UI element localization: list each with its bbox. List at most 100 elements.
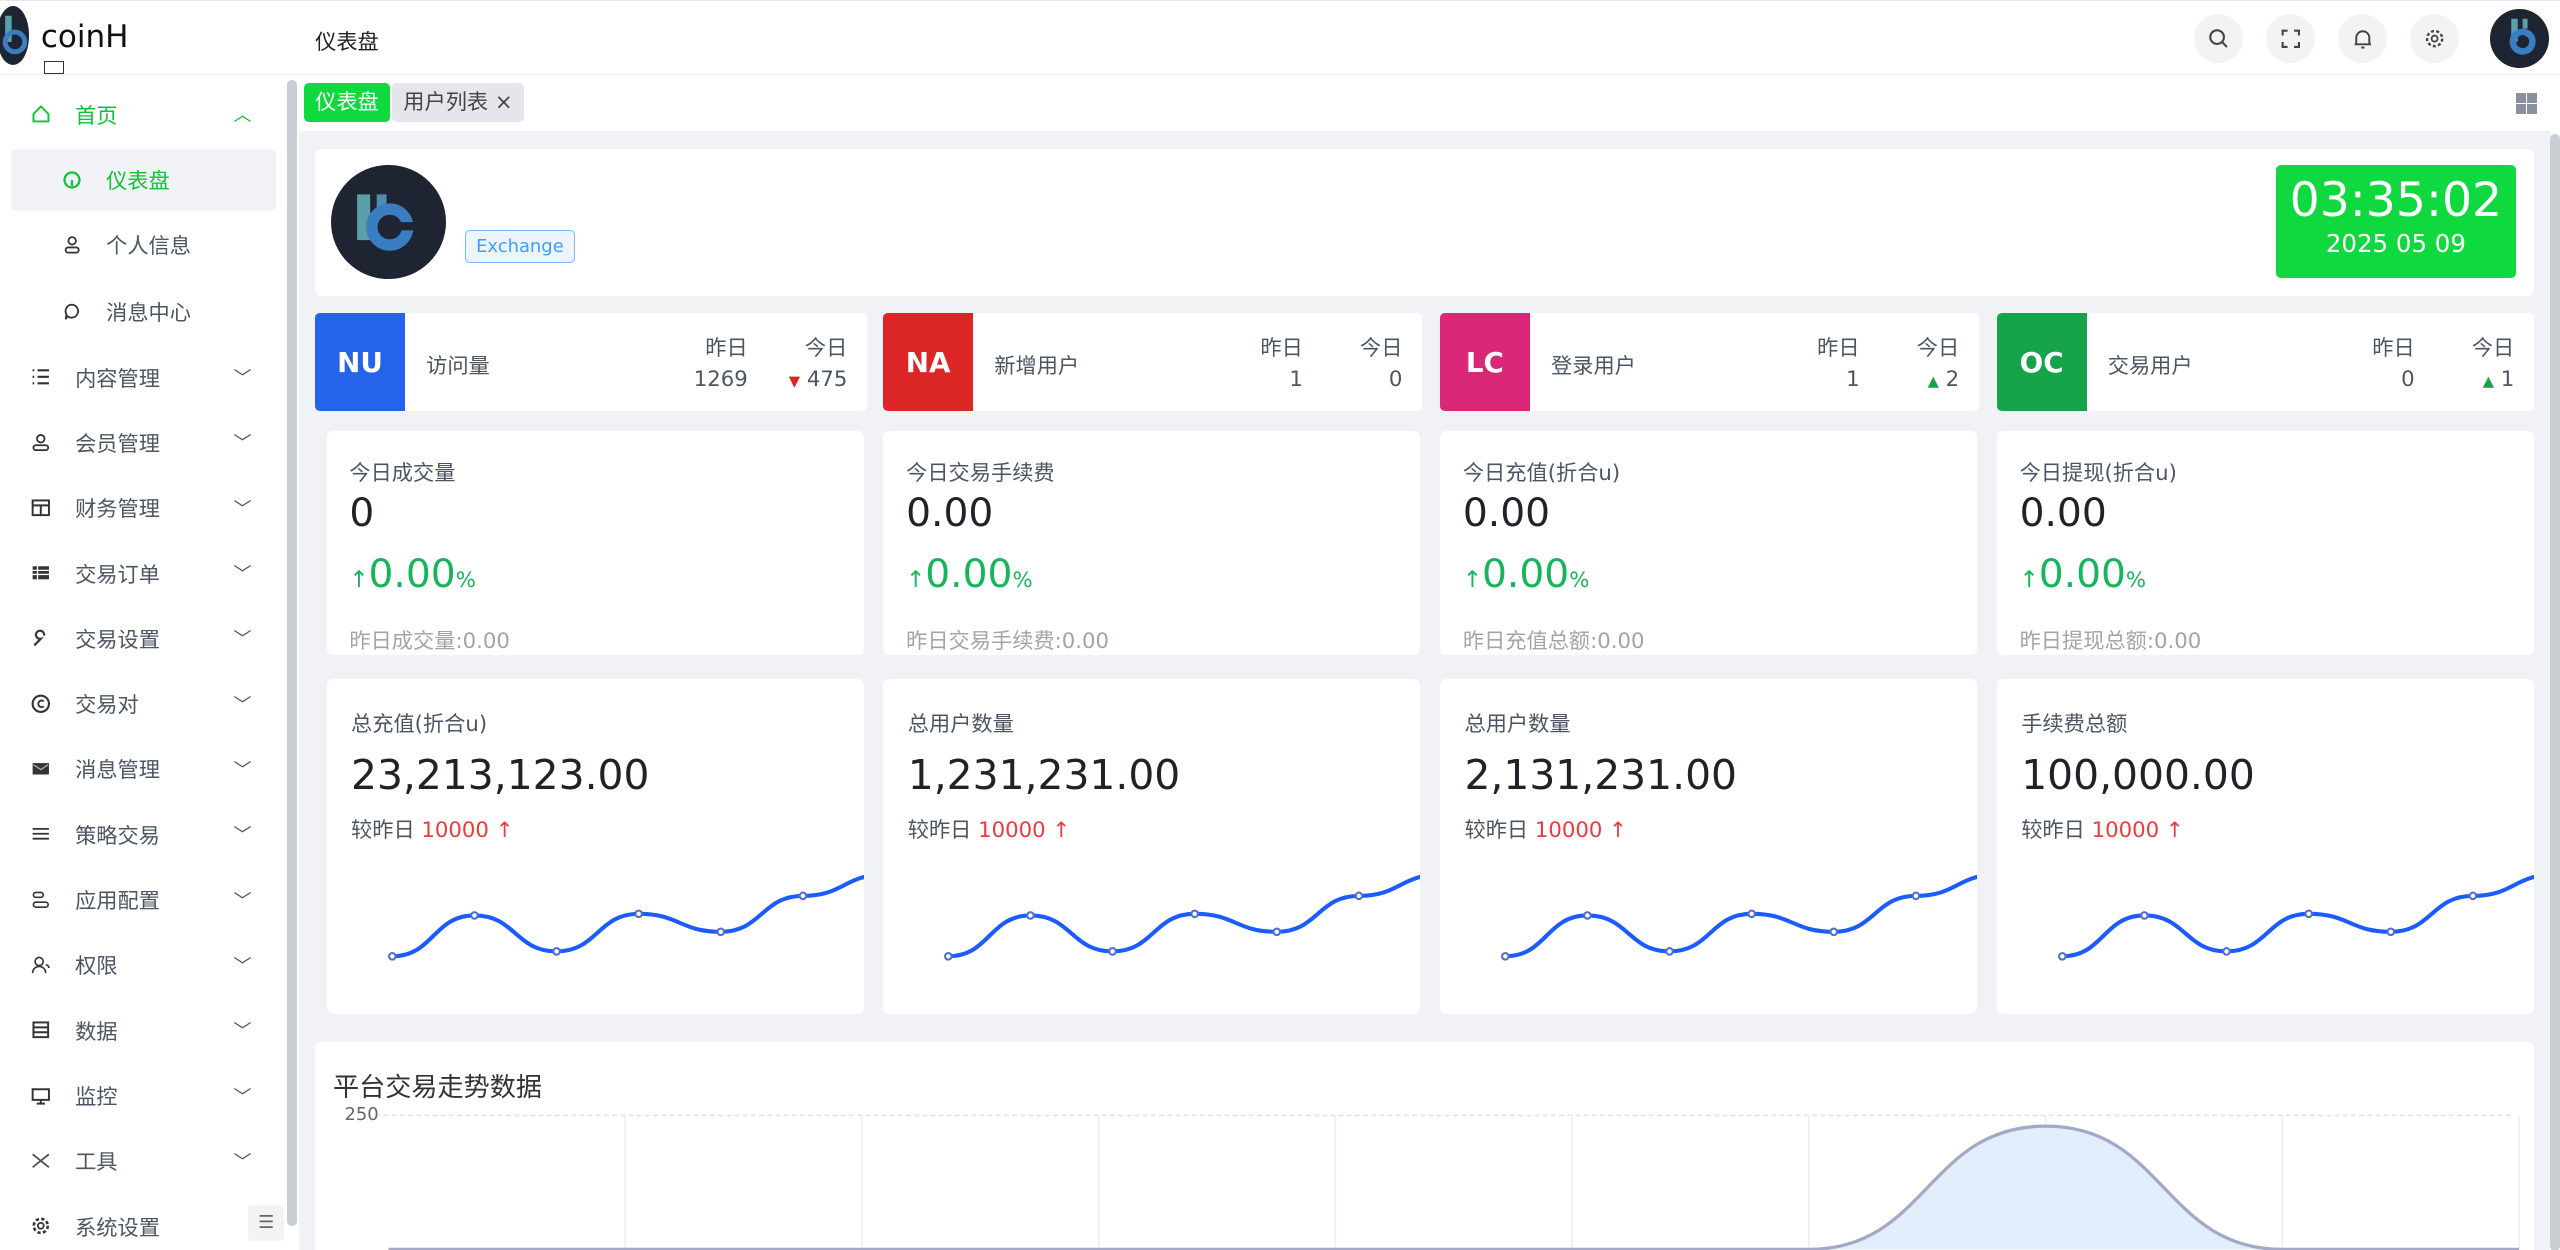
users-icon: [29, 953, 52, 976]
sparkline-point: [1272, 927, 1282, 937]
sidebar-item[interactable]: 监控 ﹀: [0, 1071, 278, 1120]
close-icon[interactable]: ×: [494, 90, 513, 116]
sparkline-point: [1108, 947, 1118, 957]
sparkline-point: [633, 909, 643, 919]
total-compare: 较昨日 10000 ↑: [1464, 813, 1626, 844]
sidebar-item-label: 个人信息: [106, 234, 191, 260]
sidebar-item[interactable]: 工具 ﹀: [0, 1136, 278, 1185]
stat-card: NA 新增用户 昨日 1 今日 0: [883, 313, 1423, 412]
total-value: 2,131,231.00: [1464, 751, 1737, 799]
grid-menu-icon[interactable]: [2515, 93, 2538, 115]
list-icon: [29, 366, 52, 389]
database-icon: [29, 1019, 52, 1042]
chevron-down-icon: ﹀: [233, 955, 252, 977]
sidebar-item-label: 仪表盘: [106, 169, 170, 195]
sidebar-item[interactable]: 交易对 ﹀: [0, 679, 278, 728]
sidebar-item-profile[interactable]: 个人信息: [0, 216, 278, 275]
sidebar-item-label: 工具: [75, 1150, 118, 1176]
sidebar-item-messages[interactable]: 消息中心: [0, 282, 278, 341]
notifications-button[interactable]: [2337, 14, 2387, 64]
sidebar-item[interactable]: 消息管理 ﹀: [0, 744, 278, 793]
sidebar-item[interactable]: 交易订单 ﹀: [0, 549, 278, 598]
today-label: 今日: [1916, 336, 1960, 362]
user-avatar[interactable]: [2489, 9, 2549, 68]
sparkline-point: [2304, 909, 2313, 919]
sidebar-item[interactable]: 财务管理 ﹀: [0, 483, 278, 532]
sparkline: [1500, 875, 1978, 962]
tools-icon: [29, 1149, 52, 1172]
stat-card: NU 访问量 昨日 1269 今日 ▼ 475: [315, 313, 867, 412]
chevron-down-icon: ﹀: [233, 1086, 252, 1108]
sparkline-point: [2386, 927, 2395, 937]
total-card: 总充值(折合u) 23,213,123.00 较昨日 10000 ↑: [326, 679, 864, 1014]
total-compare: 较昨日 10000 ↑: [908, 813, 1070, 844]
sparkline-point: [715, 927, 725, 937]
sparkline-point: [469, 911, 479, 921]
up-triangle-icon: ▲: [1927, 373, 1939, 391]
sidebar-item[interactable]: 会员管理 ﹀: [0, 418, 278, 467]
chart-title: 平台交易走势数据: [333, 1073, 542, 1104]
sidebar-item[interactable]: 数据 ﹀: [0, 1006, 278, 1055]
collapse-sidebar-button[interactable]: ☰: [248, 1204, 285, 1241]
sparkline: [2057, 875, 2534, 962]
sidebar-item-dashboard[interactable]: 仪表盘: [11, 148, 276, 211]
chevron-down-icon: ﹀: [233, 759, 252, 781]
main-scrollbar[interactable]: [2550, 133, 2560, 1250]
sidebar-item[interactable]: 交易设置 ﹀: [0, 614, 278, 663]
total-card: 手续费总额 100,000.00 较昨日 10000 ↑: [1996, 679, 2534, 1014]
chevron-down-icon: ﹀: [233, 498, 252, 520]
percent-unit: %: [1569, 567, 1590, 593]
home-icon: [29, 103, 52, 126]
stat-card: OC 交易用户 昨日 0 今日 ▲ 1: [1996, 313, 2534, 412]
sidebar-item-label: 会员管理: [75, 431, 160, 457]
sidebar-item-label: 消息中心: [106, 301, 191, 327]
fullscreen-button[interactable]: [2266, 14, 2316, 64]
chevron-down-icon: ﹀: [233, 1151, 252, 1173]
sidebar-item-home[interactable]: 首页 ︿: [0, 85, 278, 144]
chevron-down-icon: ﹀: [233, 1021, 252, 1043]
kpi-percent-value: 0.00: [2038, 551, 2126, 597]
tab-user-list[interactable]: 用户列表 ×: [391, 83, 525, 123]
message-icon: [60, 300, 83, 323]
sidebar-item[interactable]: 内容管理 ﹀: [0, 353, 278, 402]
compare-label: 较昨日: [2021, 818, 2085, 844]
sidebar-item[interactable]: 系统设置: [0, 1202, 278, 1250]
tab-label: 用户列表: [403, 90, 489, 116]
sparkline-point: [1500, 952, 1510, 962]
sidebar-scrollbar[interactable]: [287, 79, 298, 1227]
search-button[interactable]: [2194, 14, 2244, 64]
chevron-down-icon: ﹀: [233, 564, 252, 586]
chevron-down-icon: ﹀: [233, 694, 252, 716]
exchange-logo: [331, 164, 446, 280]
settings-button[interactable]: [2409, 14, 2459, 64]
sidebar-item-label: 策略交易: [75, 823, 160, 849]
arrow-up-icon: ↑: [2019, 566, 2039, 593]
sidebar: 首页 ︿ 仪表盘 个人信息 消息中心 内容管理 ﹀ 会员管理 ﹀ 财务管理 ﹀ …: [0, 76, 286, 1250]
arrow-up-icon: ↑: [349, 566, 369, 593]
stat-today: 今日 ▲ 2: [1917, 333, 1959, 397]
stat-yesterday: 昨日 0: [2372, 333, 2414, 395]
sparkline-line: [2061, 875, 2534, 959]
yesterday-label: 昨日: [1260, 336, 1303, 362]
percent-unit: %: [2125, 567, 2147, 593]
welcome-card: Exchange 03:35:02 2025 05 09: [315, 148, 2534, 296]
sparkline-point: [1354, 891, 1364, 901]
bell-icon: [2354, 30, 2371, 49]
sidebar-item-label: 监控: [75, 1085, 118, 1110]
tab-dashboard[interactable]: 仪表盘: [303, 83, 391, 123]
today-value: 2: [1945, 367, 1960, 393]
trend-chart-card: 平台交易走势数据 250: [315, 1041, 2534, 1250]
sparkline-point: [1583, 911, 1592, 921]
stat-label: 新增用户: [994, 354, 1080, 380]
sidebar-item[interactable]: 权限 ﹀: [0, 940, 278, 989]
kpi-title: 今日交易手续费: [906, 460, 1055, 486]
arrow-up-icon: ↑: [495, 818, 514, 844]
arrow-up-icon: ↑: [906, 566, 926, 593]
layout-icon: [29, 496, 52, 519]
gear-icon: [29, 1215, 52, 1238]
total-title: 手续费总额: [2021, 711, 2128, 737]
sidebar-item[interactable]: 策略交易 ﹀: [0, 810, 278, 859]
yesterday-value: 0: [2401, 367, 2415, 393]
stat-yesterday: 昨日 1: [1817, 333, 1859, 395]
sidebar-item[interactable]: 应用配置 ﹀: [0, 875, 278, 924]
